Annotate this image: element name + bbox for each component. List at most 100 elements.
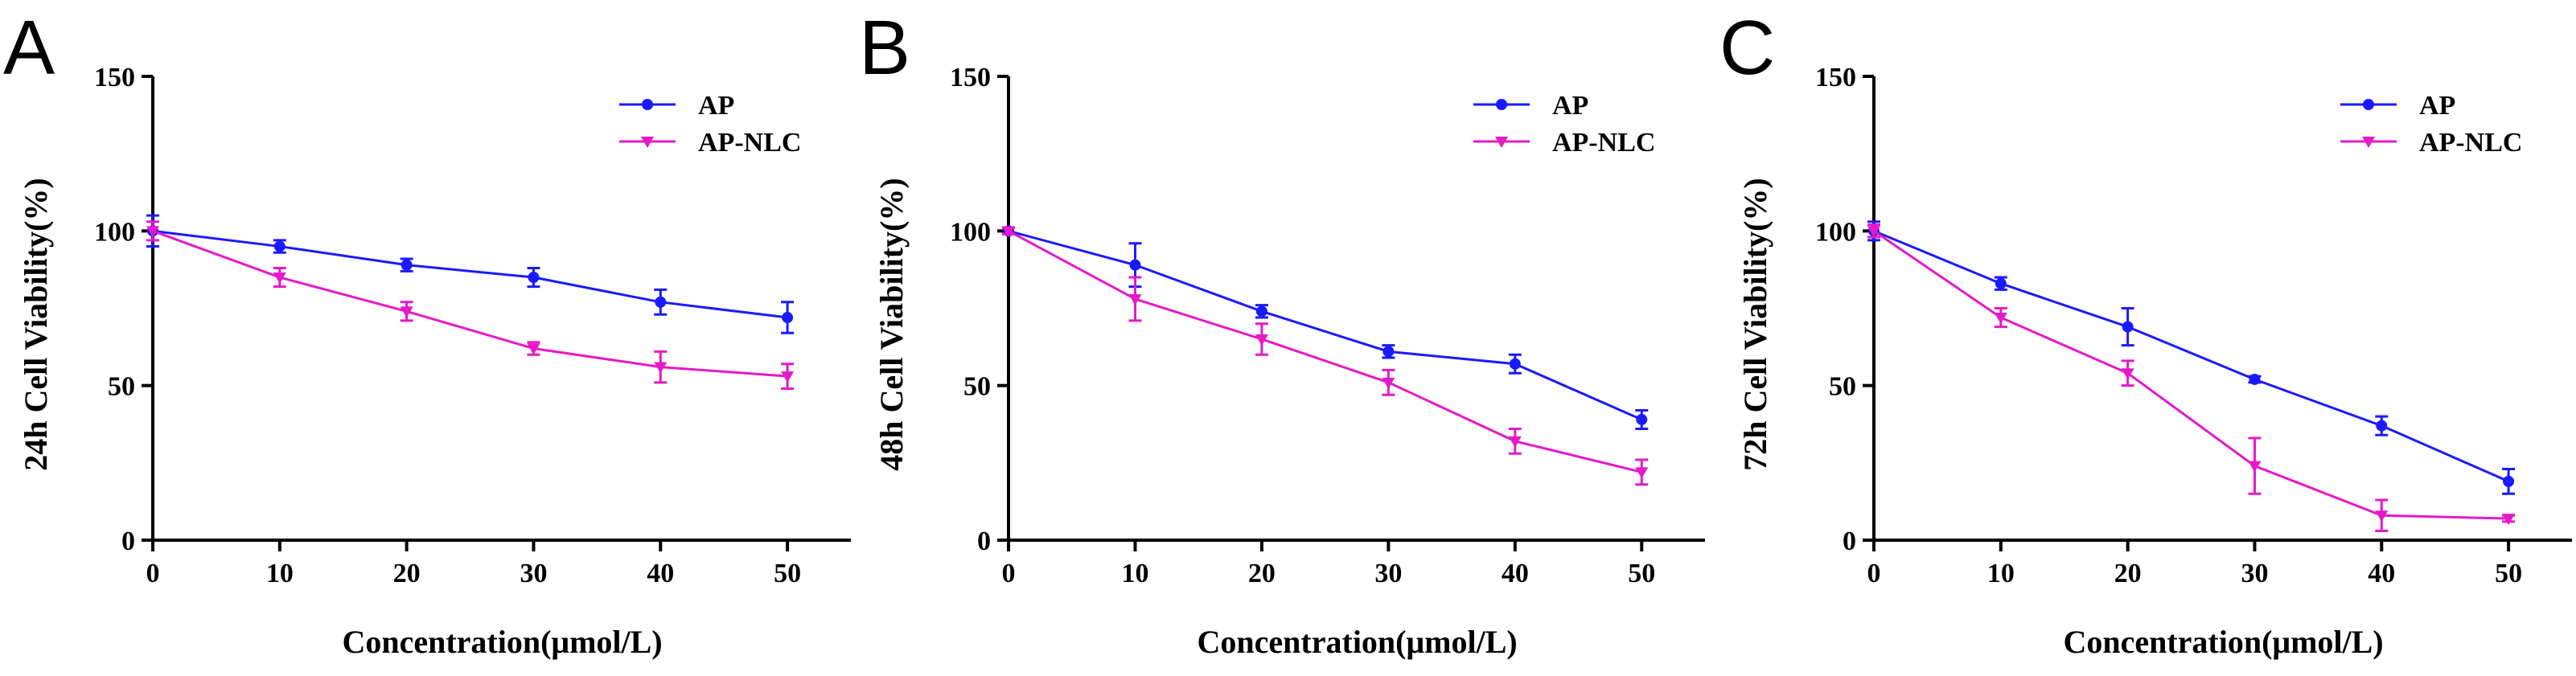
legend-label: AP (1552, 91, 1588, 121)
data-point (1994, 313, 2007, 325)
series-ap-nlc (1002, 226, 1649, 486)
series-line (1873, 229, 2509, 483)
x-axis-title: Concentration(μmol/L) (1198, 624, 1518, 660)
data-point (1002, 226, 1015, 238)
y-tick-label: 50 (108, 372, 135, 402)
data-point (528, 272, 540, 284)
legend-marker (2363, 99, 2374, 110)
data-point (2502, 514, 2516, 526)
data-point (146, 226, 159, 238)
panel-label: B (859, 5, 910, 91)
y-tick-label: 0 (1843, 526, 1856, 556)
x-tick-label: 0 (1867, 559, 1881, 588)
data-point (782, 312, 794, 324)
series-line (1873, 230, 2509, 520)
legend-label: AP-NLC (698, 128, 801, 158)
data-point (2376, 420, 2388, 432)
y-tick-label: 150 (1815, 63, 1856, 92)
x-tick-label: 40 (2368, 559, 2395, 588)
data-point (273, 240, 286, 252)
data-point (1382, 377, 1395, 389)
chart-panel-a: A 0 50 100 150 0 10 20 30 40 50 Concentration(μmol/… (3, 5, 851, 660)
y-tick-label: 150 (94, 63, 135, 92)
x-tick-label: 10 (1987, 559, 2015, 588)
legend-marker (2362, 137, 2375, 148)
data-point (1129, 259, 1141, 271)
series-ap-nlc (1867, 223, 2516, 532)
data-point (1636, 413, 1648, 425)
legend-entry-ap: AP (1473, 91, 1588, 121)
data-point (527, 343, 540, 355)
series-ap (1867, 220, 2516, 495)
series-ap (1002, 225, 1649, 431)
data-point (1995, 277, 2007, 289)
data-point (273, 272, 286, 285)
legend-label: AP (698, 91, 734, 121)
legend-entry-ap-nlc: AP-NLC (619, 128, 801, 158)
chart-panel-b: B 0 50 100 150 0 10 20 30 40 50 Concentration(μmol/… (859, 5, 1705, 660)
data-point (2503, 475, 2515, 487)
x-tick-label: 20 (2114, 559, 2142, 588)
y-tick-label: 50 (963, 372, 991, 402)
data-point (1128, 293, 1142, 305)
x-axis-title: Concentration(μmol/L) (342, 624, 662, 660)
data-point (1255, 305, 1267, 318)
x-tick-label: 50 (2495, 559, 2522, 588)
x-tick-label: 40 (647, 559, 674, 588)
y-tick-label: 100 (950, 217, 991, 247)
legend-entry-ap-nlc: AP-NLC (1473, 128, 1655, 158)
x-tick-label: 0 (146, 559, 160, 588)
series-ap-nlc (146, 220, 795, 391)
data-point (2121, 368, 2134, 380)
x-tick-label: 30 (1374, 559, 1402, 588)
legend-marker (642, 99, 653, 110)
y-tick-label: 50 (1829, 372, 1856, 402)
data-point (655, 296, 667, 308)
y-tick-label: 150 (950, 63, 991, 92)
y-tick-label: 0 (977, 526, 991, 556)
data-point (1867, 226, 1880, 238)
series-line (152, 229, 788, 319)
legend-marker (1495, 137, 1508, 148)
data-point (781, 371, 795, 383)
legend-entry-ap: AP (2340, 91, 2455, 121)
chart-panel-c: C 0 50 100 150 0 10 20 30 40 50 Concentration(μmol/… (1719, 5, 2572, 660)
legend-label: AP-NLC (1552, 128, 1655, 158)
x-axis-title: Concentration(μmol/L) (2063, 624, 2383, 660)
data-point (1508, 436, 1522, 448)
data-point (400, 306, 413, 318)
y-axis-title: 72h Cell Viability(%) (1737, 178, 1773, 470)
x-tick-label: 30 (2241, 559, 2268, 588)
x-tick-label: 50 (1628, 559, 1655, 588)
x-tick-label: 20 (1248, 559, 1276, 588)
legend-marker (641, 137, 654, 148)
x-tick-label: 40 (1502, 559, 1529, 588)
x-tick-label: 50 (774, 559, 801, 588)
data-point (401, 259, 413, 271)
y-tick-label: 100 (94, 217, 135, 247)
legend-entry-ap-nlc: AP-NLC (2340, 128, 2522, 158)
panel-label: A (3, 5, 55, 91)
data-point (2375, 510, 2389, 522)
legend-label: AP-NLC (2419, 128, 2522, 158)
y-axis-title: 24h Cell Viability(%) (18, 178, 54, 470)
x-tick-label: 30 (520, 559, 547, 588)
y-tick-label: 0 (121, 526, 135, 556)
x-tick-label: 20 (393, 559, 421, 588)
series-line (1008, 230, 1642, 473)
data-point (1635, 467, 1649, 479)
series-line (1008, 229, 1642, 421)
x-tick-label: 10 (1121, 559, 1148, 588)
legend-entry-ap: AP (619, 91, 734, 121)
legend-label: AP (2419, 91, 2455, 121)
panel-label: C (1719, 5, 1775, 91)
data-point (1255, 334, 1268, 346)
data-point (2248, 461, 2262, 473)
x-tick-label: 0 (1002, 559, 1016, 588)
data-point (2122, 321, 2134, 333)
x-tick-label: 10 (266, 559, 294, 588)
legend-marker (1496, 99, 1507, 110)
y-axis-title: 48h Cell Viability(%) (873, 178, 910, 470)
data-point (654, 362, 668, 374)
